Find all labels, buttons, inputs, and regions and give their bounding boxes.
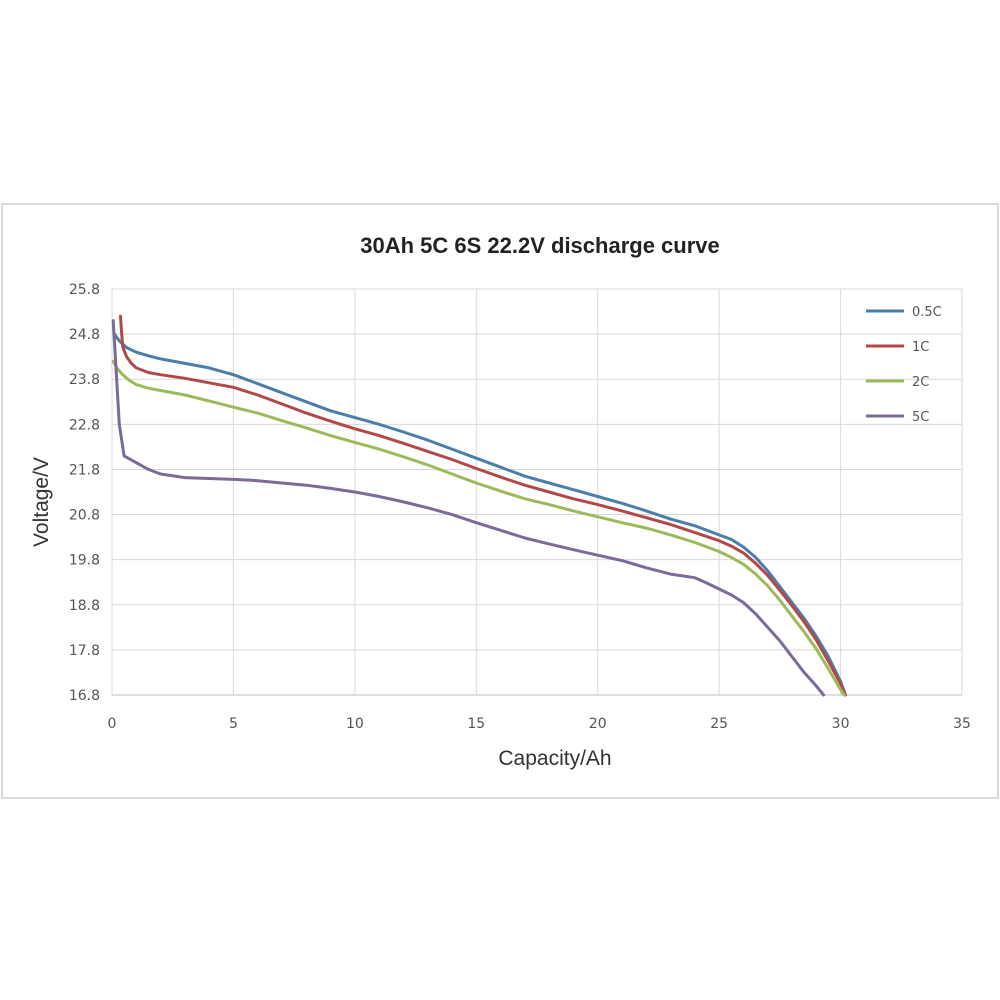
y-tick-label: 19.8 [69,553,100,569]
tick-layer: 25.8 24.8 23.8 22.8 21.8 20.8 19.8 18.8 17.8 16.8… [69,282,971,732]
x-tick-label: 15 [467,716,485,732]
legend-label: 2C [912,375,929,390]
x-tick-label: 35 [953,716,971,732]
chart-title: 30Ah 5C 6S 22.2V discharge curve [360,233,720,258]
legend: 0.5C 1C 2C 5C [866,305,942,425]
series-line-5c [111,319,826,697]
legend-label: 5C [912,410,929,425]
grid-layer [111,288,963,696]
y-tick-label: 20.8 [69,508,100,524]
y-tick-label: 24.8 [69,327,100,343]
series-line-1c [119,314,847,697]
x-tick-label: 25 [710,716,728,732]
y-tick-label: 23.8 [69,372,100,388]
y-tick-label: 18.8 [69,598,100,614]
series-line-0-5c [112,332,847,697]
series-layer [111,314,847,697]
legend-label: 1C [912,340,929,355]
x-tick-label: 30 [832,716,850,732]
y-tick-label: 22.8 [69,417,100,433]
y-tick-label: 25.8 [69,282,100,298]
x-tick-label: 20 [589,716,607,732]
x-tick-label: 5 [229,716,238,732]
x-tick-label: 0 [108,716,117,732]
series-line-2c [111,359,846,697]
y-tick-label: 21.8 [69,462,100,478]
y-axis-title: Voltage/V [30,457,53,547]
y-tick-label: 16.8 [69,688,100,704]
legend-label: 0.5C [912,305,942,320]
x-axis-title: Capacity/Ah [498,747,611,770]
plot-area [111,288,963,696]
x-tick-label: 10 [346,716,364,732]
y-tick-label: 17.8 [69,643,100,659]
